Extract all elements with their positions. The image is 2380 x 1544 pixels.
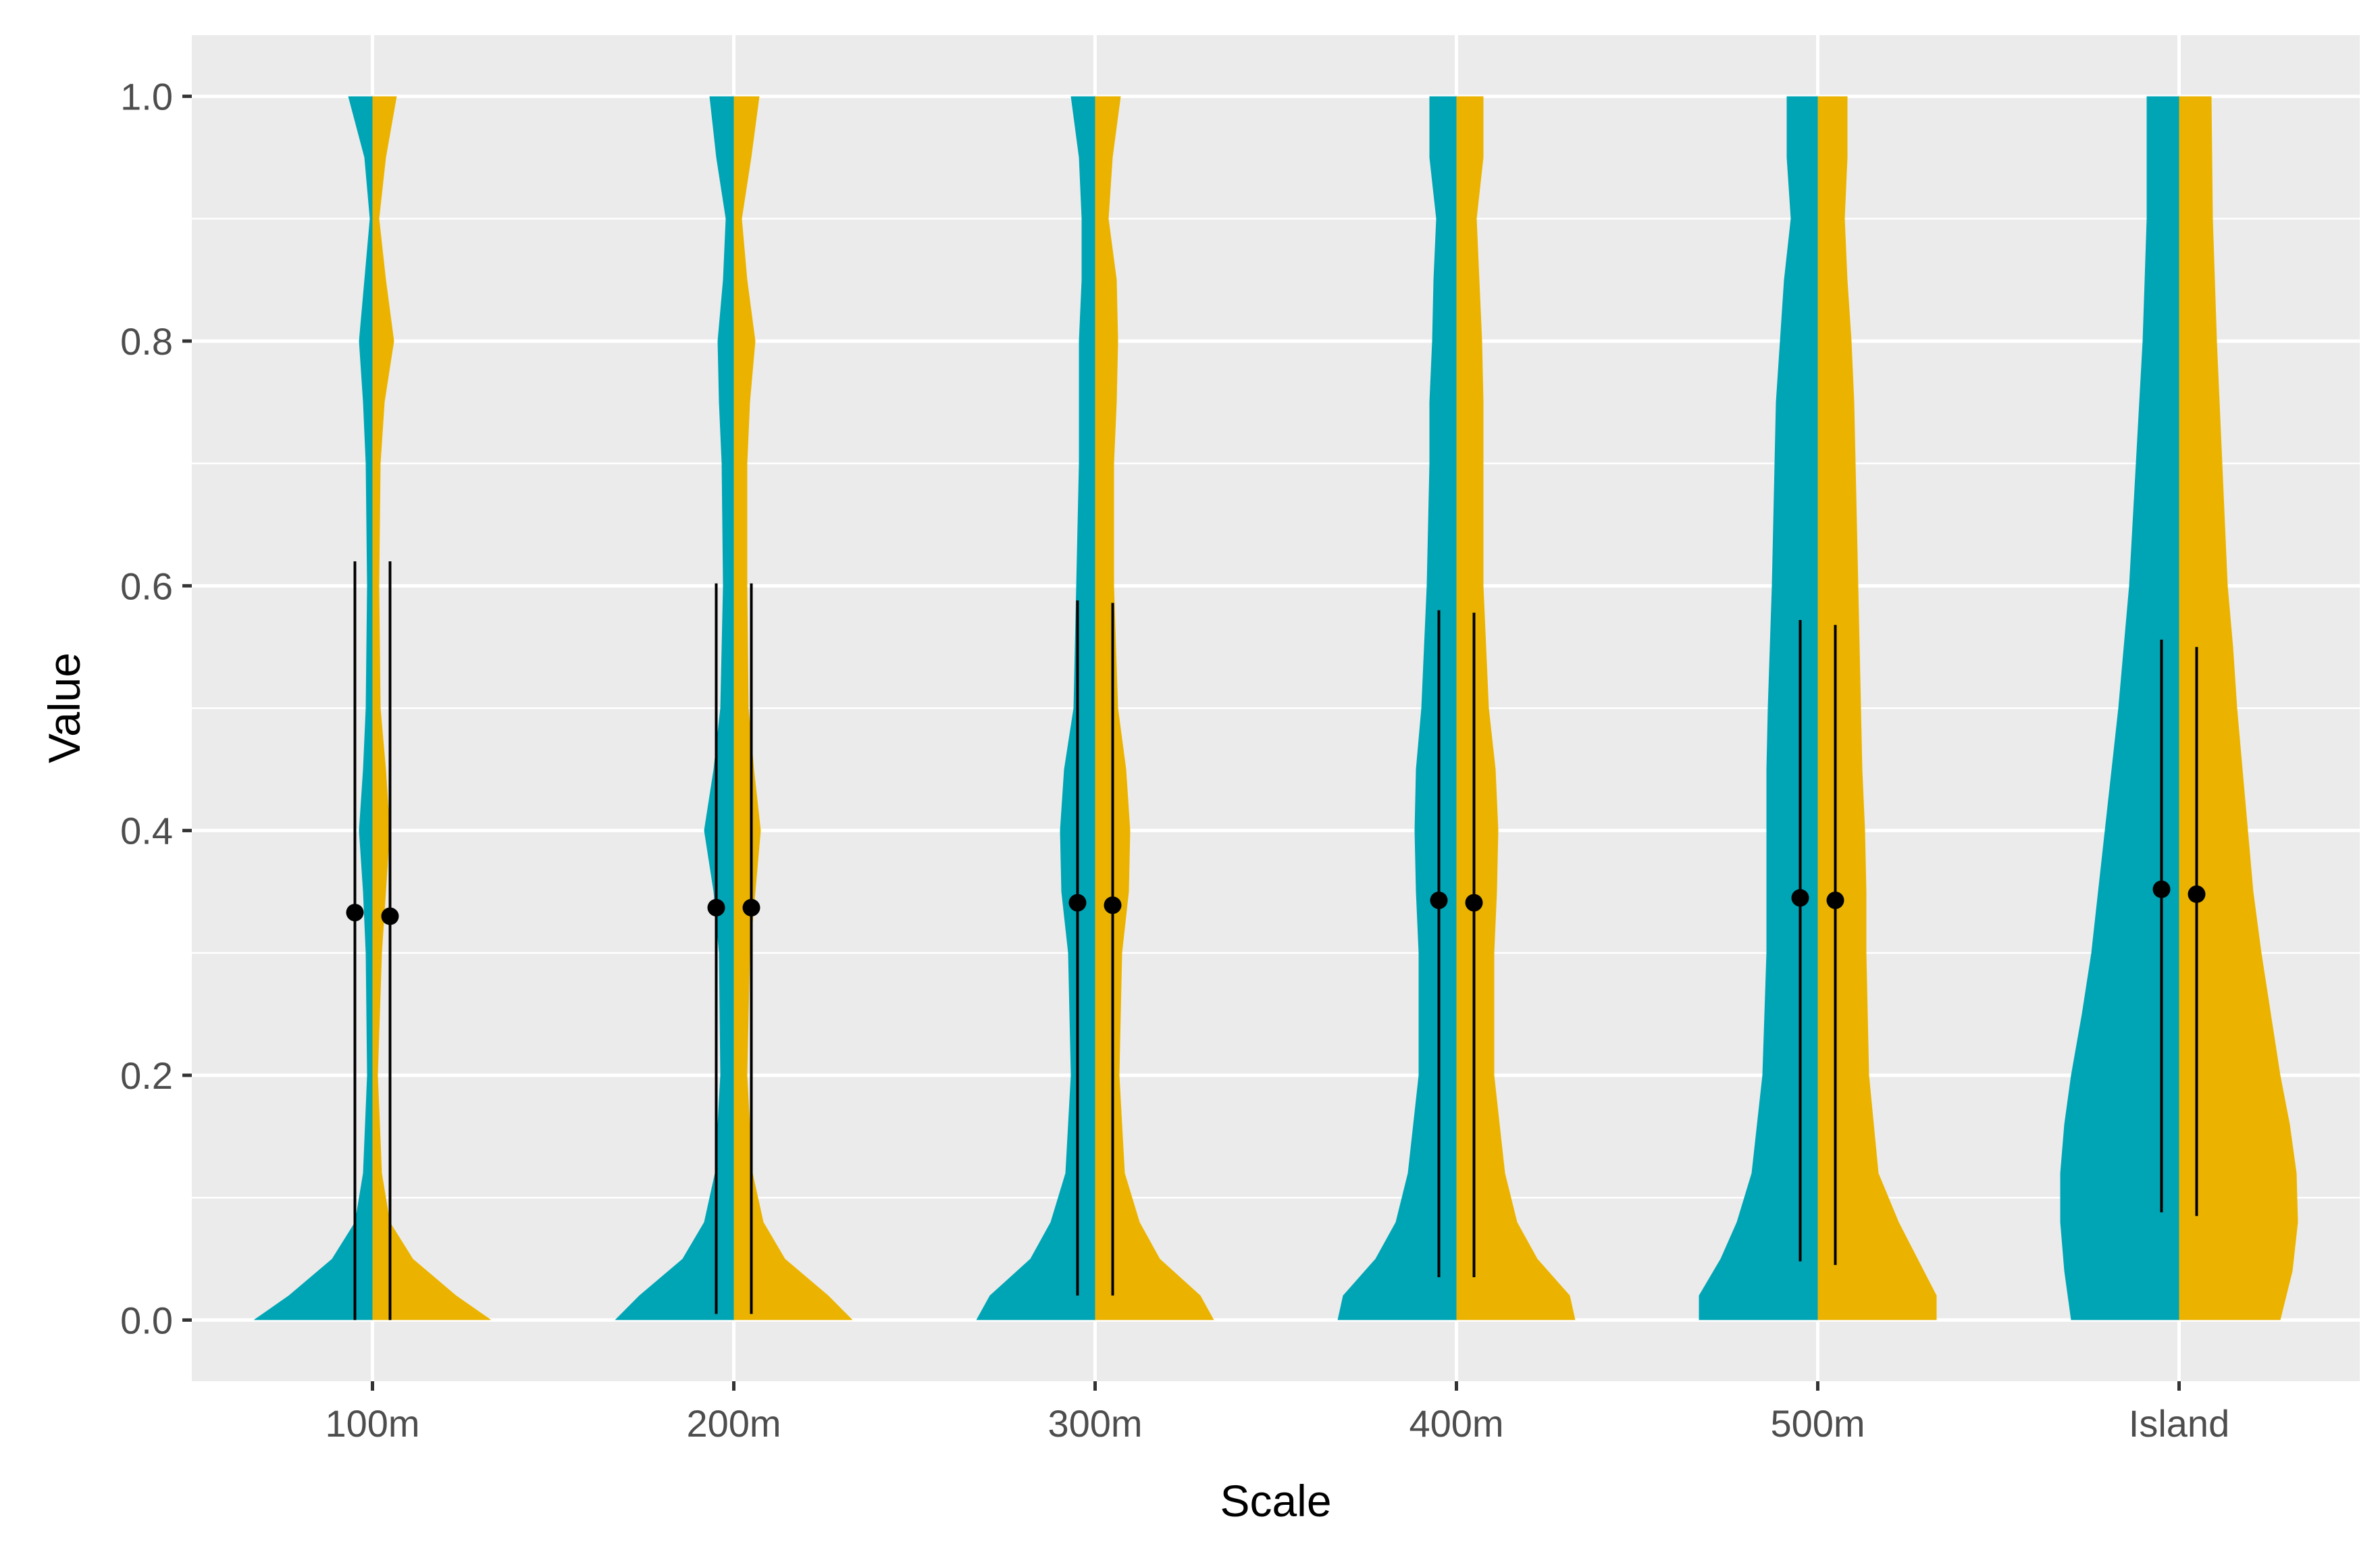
violin-left-half: [615, 96, 734, 1320]
mean-point: [2188, 885, 2206, 903]
x-tick-label: 300m: [1047, 1402, 1142, 1445]
mean-point: [707, 898, 725, 917]
mean-point: [1826, 891, 1844, 909]
violin-left-half: [2060, 96, 2179, 1320]
x-axis-title: Scale: [1220, 1476, 1331, 1526]
y-tick-label: 0.0: [120, 1299, 173, 1341]
violin-right-half: [2179, 96, 2298, 1320]
x-tick-label: Island: [2129, 1402, 2229, 1445]
mean-point: [742, 898, 760, 917]
y-tick-label: 0.6: [120, 565, 173, 607]
violin-bodies: [253, 96, 2298, 1320]
y-axis: 0.0 0.2 0.4 0.6 0.8 1.0: [120, 76, 192, 1341]
mean-point: [1068, 894, 1087, 912]
mean-point: [346, 904, 364, 922]
mean-point: [1465, 894, 1483, 912]
mean-point: [1791, 889, 1809, 907]
violin-left-half: [1699, 96, 1818, 1320]
violin-left-half: [253, 96, 373, 1320]
summary-markers: [346, 561, 2206, 1320]
violin-left-half: [1337, 96, 1457, 1320]
x-axis: 100m 200m 300m 400m 500m Island: [325, 1381, 2229, 1445]
x-tick-label: 200m: [686, 1402, 781, 1445]
mean-point: [381, 907, 399, 925]
y-tick-label: 0.8: [120, 320, 173, 363]
x-tick-label: 400m: [1409, 1402, 1503, 1445]
y-tick-label: 0.4: [120, 810, 173, 852]
mean-point: [2152, 880, 2171, 898]
x-tick-label: 500m: [1770, 1402, 1865, 1445]
mean-point: [1430, 891, 1448, 909]
x-tick-label: 100m: [325, 1402, 419, 1445]
violin-right-half: [733, 96, 853, 1320]
y-tick-label: 0.2: [120, 1054, 173, 1097]
y-axis-title: Value: [39, 652, 89, 763]
violin-left-half: [976, 96, 1095, 1320]
violin-right-half: [372, 96, 492, 1320]
violin-right-half: [1817, 96, 1937, 1320]
mean-point: [1104, 896, 1122, 915]
violin-right-half: [1456, 96, 1576, 1320]
y-tick-label: 1.0: [120, 76, 173, 118]
violin-right-half: [1095, 96, 1214, 1320]
